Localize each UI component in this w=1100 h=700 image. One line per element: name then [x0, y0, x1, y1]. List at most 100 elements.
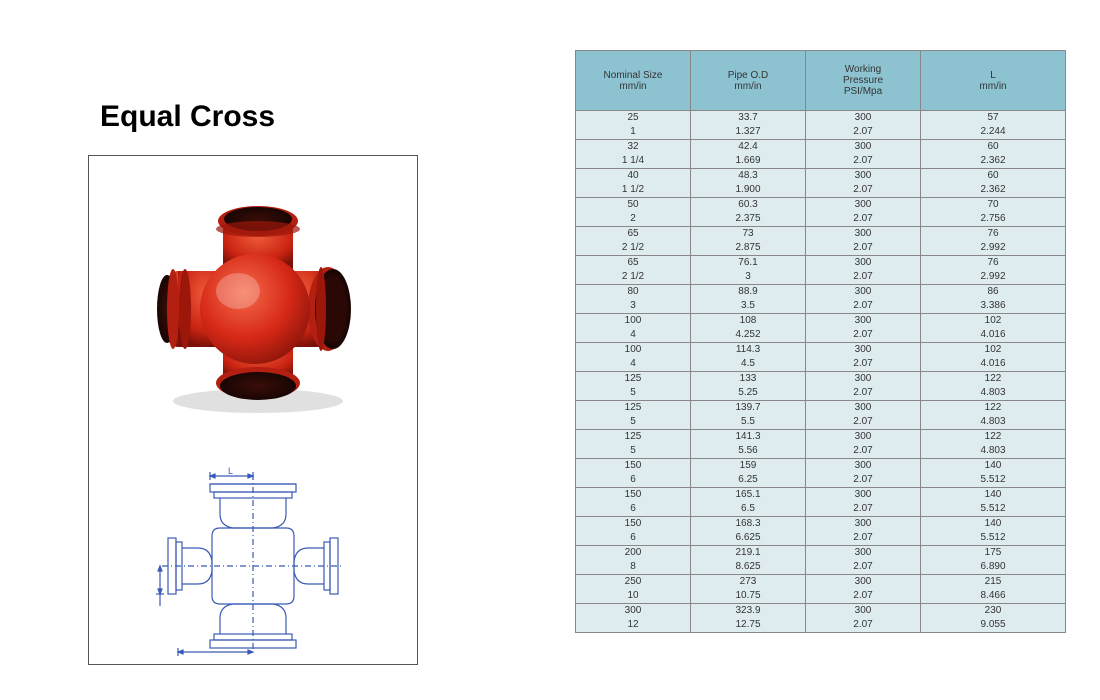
- table-row: 1 1/41.6692.072.362: [576, 154, 1066, 169]
- table-cell: 8.466: [921, 589, 1066, 604]
- table-cell: 150: [576, 459, 691, 474]
- table-row: 2 1/232.072.992: [576, 270, 1066, 285]
- table-cell: 3: [576, 299, 691, 314]
- table-row: 11.3272.072.244: [576, 125, 1066, 140]
- table-cell: 12: [576, 618, 691, 633]
- table-row: 125141.3300122: [576, 430, 1066, 445]
- table-cell: 250: [576, 575, 691, 590]
- table-cell: 60: [921, 169, 1066, 184]
- col-header-nominal: Nominal Size mm/in: [576, 51, 691, 111]
- table-cell: 5: [576, 386, 691, 401]
- table-cell: 2 1/2: [576, 270, 691, 285]
- table-cell: 141.3: [691, 430, 806, 445]
- table-cell: 6.25: [691, 473, 806, 488]
- table-row: 33.52.073.386: [576, 299, 1066, 314]
- table-cell: 300: [806, 169, 921, 184]
- table-cell: 300: [806, 285, 921, 300]
- table-cell: 2.07: [806, 154, 921, 169]
- table-cell: 140: [921, 517, 1066, 532]
- table-cell: 300: [576, 604, 691, 619]
- table-cell: 4: [576, 328, 691, 343]
- table-cell: 2.07: [806, 357, 921, 372]
- table-cell: 2.375: [691, 212, 806, 227]
- table-cell: 25: [576, 111, 691, 126]
- table-cell: 2.756: [921, 212, 1066, 227]
- table-cell: 5: [576, 415, 691, 430]
- table-row: 44.2522.074.016: [576, 328, 1066, 343]
- table-row: 88.6252.076.890: [576, 560, 1066, 575]
- table-cell: 175: [921, 546, 1066, 561]
- table-cell: 300: [806, 488, 921, 503]
- table-cell: 165.1: [691, 488, 806, 503]
- table-row: 55.252.074.803: [576, 386, 1066, 401]
- table-cell: 2.07: [806, 531, 921, 546]
- table-row: 1010.752.078.466: [576, 589, 1066, 604]
- table-header-row: Nominal Size mm/in Pipe O.D mm/in Workin…: [576, 51, 1066, 111]
- table-cell: 10.75: [691, 589, 806, 604]
- table-cell: 4.016: [921, 357, 1066, 372]
- table-cell: 6.890: [921, 560, 1066, 575]
- table-cell: 4.016: [921, 328, 1066, 343]
- table-cell: 2.07: [806, 560, 921, 575]
- table-row: 1212.752.079.055: [576, 618, 1066, 633]
- table-cell: 5.5: [691, 415, 806, 430]
- table-cell: 32: [576, 140, 691, 155]
- table-row: 200219.1300175: [576, 546, 1066, 561]
- table-cell: 6.625: [691, 531, 806, 546]
- table-cell: 215: [921, 575, 1066, 590]
- spec-table: Nominal Size mm/in Pipe O.D mm/in Workin…: [575, 50, 1066, 633]
- table-cell: 200: [576, 546, 691, 561]
- table-cell: 2.07: [806, 241, 921, 256]
- table-row: 5060.330070: [576, 198, 1066, 213]
- table-cell: 3.5: [691, 299, 806, 314]
- col-header-pressure: Working Pressure PSI/Mpa: [806, 51, 921, 111]
- table-row: 66.6252.075.512: [576, 531, 1066, 546]
- table-cell: 300: [806, 372, 921, 387]
- product-image: [123, 191, 383, 426]
- table-row: 300323.9300230: [576, 604, 1066, 619]
- table-cell: 1: [576, 125, 691, 140]
- table-cell: 122: [921, 401, 1066, 416]
- table-cell: 4.803: [921, 444, 1066, 459]
- table-cell: 140: [921, 488, 1066, 503]
- table-cell: 2.07: [806, 473, 921, 488]
- table-cell: 1 1/2: [576, 183, 691, 198]
- table-cell: 159: [691, 459, 806, 474]
- table-cell: 5.512: [921, 473, 1066, 488]
- table-cell: 2.875: [691, 241, 806, 256]
- table-cell: 300: [806, 459, 921, 474]
- table-cell: 65: [576, 256, 691, 271]
- table-cell: 6: [576, 502, 691, 517]
- table-cell: 2.992: [921, 241, 1066, 256]
- table-row: 66.52.075.512: [576, 502, 1066, 517]
- table-cell: 300: [806, 401, 921, 416]
- table-cell: 122: [921, 430, 1066, 445]
- table-cell: 88.9: [691, 285, 806, 300]
- table-cell: 1.900: [691, 183, 806, 198]
- table-cell: 300: [806, 517, 921, 532]
- table-cell: 12.75: [691, 618, 806, 633]
- table-cell: 42.4: [691, 140, 806, 155]
- table-row: 150159300140: [576, 459, 1066, 474]
- table-cell: 125: [576, 372, 691, 387]
- table-cell: 2 1/2: [576, 241, 691, 256]
- table-cell: 2.07: [806, 502, 921, 517]
- table-row: 55.562.074.803: [576, 444, 1066, 459]
- table-row: 125133300122: [576, 372, 1066, 387]
- table-cell: 2.07: [806, 212, 921, 227]
- table-cell: 2.07: [806, 589, 921, 604]
- table-row: 1 1/21.9002.072.362: [576, 183, 1066, 198]
- table-cell: 9.055: [921, 618, 1066, 633]
- table-row: 150168.3300140: [576, 517, 1066, 532]
- table-cell: 6: [576, 531, 691, 546]
- table-cell: 10: [576, 589, 691, 604]
- table-cell: 48.3: [691, 169, 806, 184]
- table-cell: 139.7: [691, 401, 806, 416]
- table-cell: 3: [691, 270, 806, 285]
- table-cell: 1 1/4: [576, 154, 691, 169]
- table-cell: 5.512: [921, 502, 1066, 517]
- table-cell: 57: [921, 111, 1066, 126]
- table-cell: 1.669: [691, 154, 806, 169]
- table-row: 2533.730057: [576, 111, 1066, 126]
- table-cell: 5.512: [921, 531, 1066, 546]
